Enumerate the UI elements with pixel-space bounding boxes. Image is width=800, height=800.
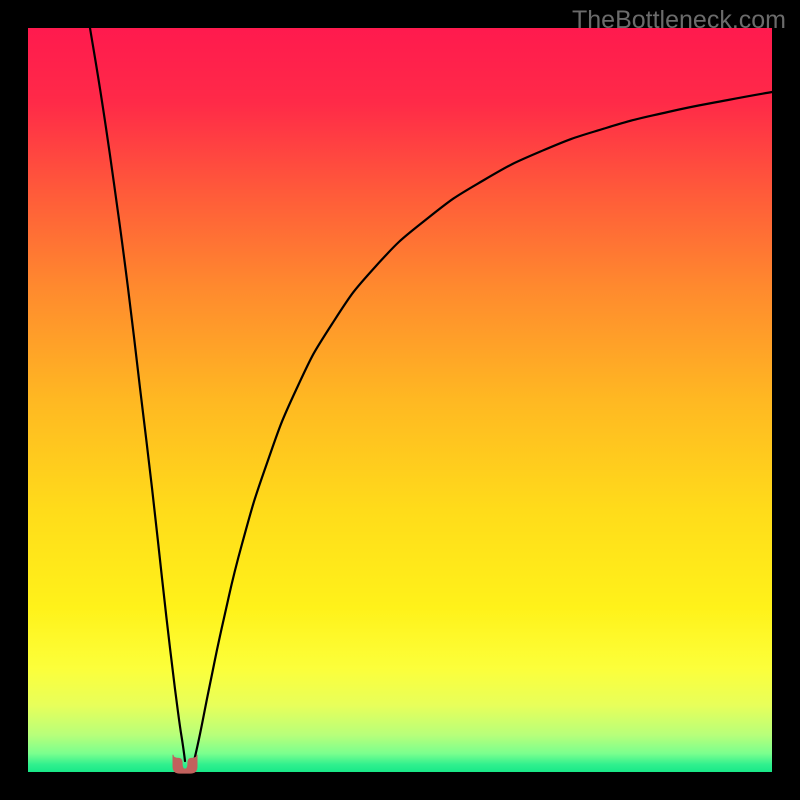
watermark-text: TheBottleneck.com [572,6,786,35]
chart-svg [0,0,800,800]
chart-container: TheBottleneck.com [0,0,800,800]
gradient-field [28,28,772,772]
